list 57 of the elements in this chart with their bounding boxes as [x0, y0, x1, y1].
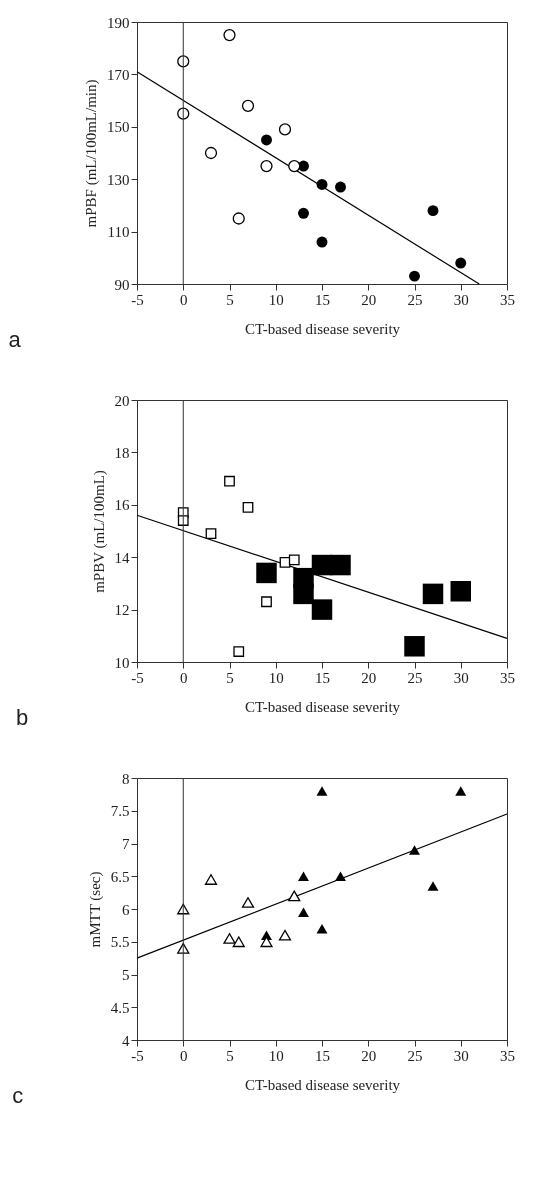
x-tick-label: 5 [226, 1047, 234, 1064]
y-tick-label: 110 [107, 224, 130, 241]
y-tick-label: 5 [122, 967, 130, 983]
x-tick-label: 10 [268, 1047, 284, 1064]
y-tick-label: 20 [114, 392, 130, 409]
x-tick-label: -5 [131, 1047, 144, 1064]
x-tick-label: 25 [407, 291, 423, 308]
y-tick-label: 6 [122, 901, 130, 918]
y-tick-label: 14 [114, 549, 130, 566]
x-tick-label: 30 [453, 291, 469, 308]
x-tick-label: 5 [226, 669, 234, 686]
y-axis-title: mPBF (mL/100mL/min) [83, 79, 100, 228]
y-tick-label: 18 [114, 444, 130, 461]
x-tick-label: 0 [180, 1047, 188, 1064]
x-tick-label: -5 [131, 669, 144, 686]
y-tick-label: 190 [107, 14, 130, 31]
x-tick-label: 20 [361, 1047, 377, 1064]
x-tick-label: 30 [453, 669, 469, 686]
y-tick-label: 170 [107, 66, 130, 83]
x-tick-label: 25 [407, 669, 423, 686]
x-tick-label: 5 [226, 291, 234, 308]
y-tick-label: 12 [114, 602, 130, 619]
x-tick-label: 0 [180, 669, 188, 686]
x-tick-label: 10 [268, 291, 284, 308]
x-axis-title: CT-based disease severity [244, 698, 401, 715]
x-tick-label: 0 [180, 291, 188, 308]
y-tick-label: 7 [122, 836, 130, 852]
y-tick-label: 90 [114, 276, 130, 293]
y-tick-label: 10 [114, 654, 130, 671]
x-tick-label: 20 [361, 291, 377, 308]
text: a [8, 327, 22, 352]
x-tick-label: -5 [131, 291, 144, 308]
x-tick-label: 30 [453, 1047, 469, 1064]
y-tick-label: 130 [107, 171, 130, 188]
y-tick-label: 6.5 [110, 868, 130, 885]
text: c [12, 1083, 24, 1108]
x-tick-label: 15 [315, 669, 330, 686]
y-tick-label: 7.5 [110, 803, 130, 820]
y-tick-label: 4.5 [110, 999, 130, 1016]
y-tick-label: 4 [122, 1032, 130, 1049]
y-tick-label: 16 [114, 497, 130, 514]
x-tick-label: 20 [361, 669, 377, 686]
x-axis-title: CT-based disease severity [244, 320, 401, 337]
y-axis-title: mPBV (mL/100mL) [90, 470, 108, 593]
x-tick-label: 35 [500, 1047, 515, 1064]
x-tick-label: 15 [315, 291, 330, 308]
y-axis-title: mMTT (sec) [86, 871, 104, 948]
x-tick-label: 35 [500, 669, 515, 686]
y-tick-label: 8 [122, 770, 130, 787]
x-tick-label: 10 [268, 669, 284, 686]
text: b [16, 705, 29, 730]
x-tick-label: 25 [407, 1047, 423, 1064]
y-tick-label: 150 [107, 119, 130, 136]
x-axis-title: CT-based disease severity [244, 1076, 401, 1093]
x-tick-label: 35 [500, 291, 515, 308]
x-tick-label: 15 [315, 1047, 330, 1064]
y-tick-label: 5.5 [110, 934, 130, 951]
